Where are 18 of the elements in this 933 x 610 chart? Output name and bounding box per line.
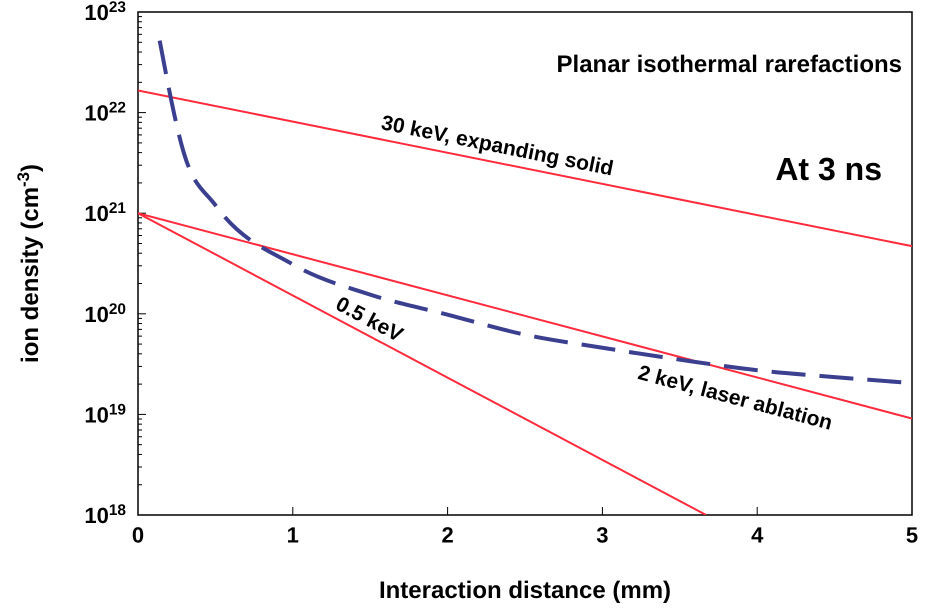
annotation: At 3 ns: [775, 151, 882, 187]
text: 30 keV, expanding solid: [379, 111, 616, 180]
y-tick-label: 10$^{20}$: [84, 300, 126, 327]
y-tick-label: 10$^{21}$: [84, 200, 126, 226]
y-tick-label: 10$^{18}$: [84, 502, 126, 528]
y-tick-label: 10$^{19}$: [84, 400, 126, 428]
x-tick-label: 2: [441, 522, 454, 548]
x-tick-label: 1: [286, 522, 299, 548]
annotation: Planar isothermal rarefactions: [556, 51, 902, 78]
x-tick-label: 5: [906, 522, 918, 548]
x-tick-label: 0: [132, 522, 144, 548]
text: 2 keV, laser ablation: [635, 362, 835, 436]
text: 0.5 keV: [332, 292, 407, 347]
y-tick-label: 10$^{22}$: [84, 99, 126, 126]
y-tick-label: 10$^{23}$: [84, 0, 126, 25]
x-tick-label: 4: [751, 522, 764, 548]
x-tick-label: 3: [596, 522, 609, 548]
x-axis-title: Interaction distance (mm): [378, 577, 672, 604]
